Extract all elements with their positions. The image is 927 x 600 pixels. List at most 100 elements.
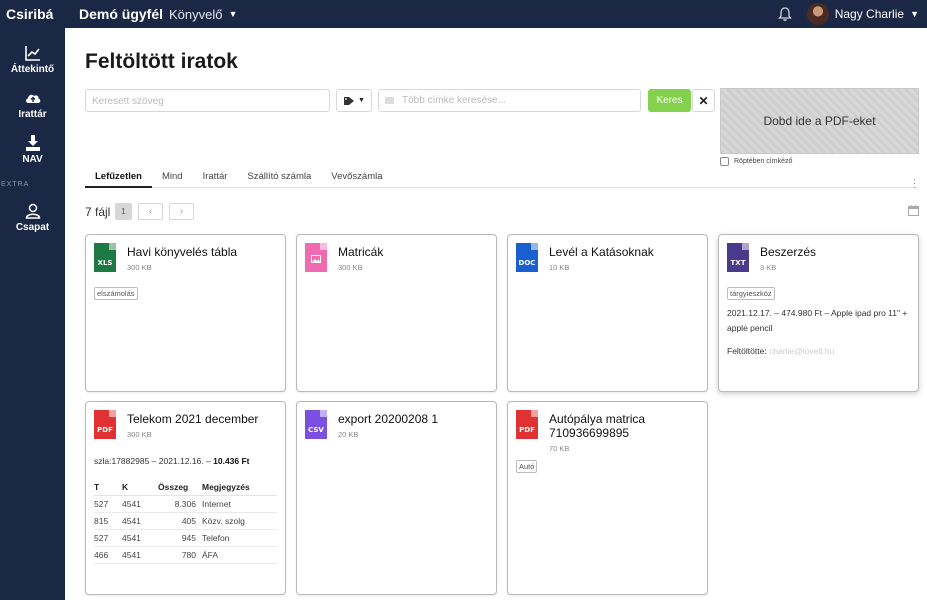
tag-badge[interactable]: tárgyieszköz	[727, 287, 775, 300]
file-title[interactable]: Telekom 2021 december	[127, 412, 259, 426]
file-title[interactable]: Matricák	[338, 245, 384, 259]
column-header: Megjegyzés	[202, 479, 277, 496]
sidebar-item-label: Irattár	[18, 109, 47, 120]
tags-placeholder: Több címke keresése...	[402, 95, 506, 106]
file-card[interactable]: DOC Levél a Katásoknak 10 KB	[507, 234, 708, 392]
calendar-icon[interactable]	[908, 205, 919, 216]
table-cell: Internet	[202, 495, 277, 513]
fly-tagger-toggle[interactable]: Röptében címkéző	[720, 157, 792, 166]
csv-file-icon: CSV	[305, 410, 327, 439]
file-card[interactable]: CSV export 20200208 1 20 KB	[296, 401, 497, 595]
pdf-file-icon: PDF	[516, 410, 538, 439]
brand-logo[interactable]: Csiribá	[6, 6, 54, 22]
chevron-down-icon[interactable]: ▼	[910, 9, 919, 19]
table-cell: 4541	[122, 495, 158, 513]
table-row: 466 4541 780 ÁFA	[94, 546, 277, 564]
pdf-dropzone[interactable]: Dobd ide a PDF-eket	[720, 88, 919, 154]
file-card[interactable]: TXT Beszerzés 3 KB tárgyieszköz 2021.12.…	[718, 234, 919, 392]
column-header: Összeg	[158, 479, 202, 496]
chart-icon	[24, 46, 40, 61]
chevron-down-icon[interactable]: ▼	[228, 9, 238, 19]
tag-icon	[385, 97, 394, 104]
table-cell: Közv. szolg	[202, 512, 277, 530]
table-row: 527 4541 945 Telefon	[94, 529, 277, 547]
uploader-line: Feltöltötte: charlie@lovelt.hu	[727, 344, 912, 359]
file-title[interactable]: Havi könyvelés tábla	[127, 245, 238, 259]
sidebar: Áttekintő Irattár NAV EXTRA Csapat	[0, 28, 65, 600]
file-size: 70 KB	[549, 444, 570, 453]
cloud-upload-icon	[25, 94, 40, 103]
image-file-icon	[305, 243, 327, 272]
table-cell: 466	[94, 546, 122, 564]
table-cell: 945	[158, 529, 202, 547]
tag-filter-button[interactable]: ▼	[336, 89, 372, 112]
uploader-label: Feltöltötte:	[727, 346, 767, 356]
file-title[interactable]: export 20200208 1	[338, 412, 439, 426]
doc-file-icon: DOC	[516, 243, 538, 272]
search-input[interactable]: Keresett szöveg	[85, 89, 330, 112]
clear-search-button[interactable]: ✕	[692, 89, 715, 112]
invoice-total: 10.436 Ft	[213, 456, 250, 466]
dropzone-text: Dobd ide a PDF-eket	[763, 114, 876, 128]
page-number-button[interactable]: 1	[115, 203, 132, 220]
table-cell: ÁFA	[202, 546, 277, 564]
booking-table: T K Összeg Megjegyzés 527 4541 8.306 Int…	[94, 479, 277, 564]
table-cell: 8.306	[158, 495, 202, 513]
table-cell: Telefon	[202, 529, 277, 547]
top-bar: Csiribá Demó ügyfél Könyvelő ▼ Nagy Char…	[0, 0, 927, 28]
client-name[interactable]: Demó ügyfél	[79, 6, 164, 22]
xls-file-icon: XLS	[94, 243, 116, 272]
tab-vevoszamla[interactable]: Vevőszámla	[331, 171, 383, 182]
file-title[interactable]: Levél a Katásoknak	[549, 245, 654, 259]
tab-szallito-szamla[interactable]: Szállító számla	[247, 171, 312, 182]
file-size: 300 KB	[127, 430, 152, 439]
sidebar-item-attekinto[interactable]: Áttekintő	[0, 44, 65, 75]
invoice-line: szla:17882985 – 2021.12.16. – 10.436 Ft	[94, 454, 279, 469]
table-cell: 405	[158, 512, 202, 530]
checkbox[interactable]	[720, 157, 729, 166]
chevron-down-icon: ▼	[358, 97, 365, 104]
tags-icon	[344, 96, 355, 105]
chevron-left-icon: ‹	[148, 206, 153, 217]
tags-search-input[interactable]: Több címke keresése...	[378, 89, 641, 112]
table-row: 815 4541 405 Közv. szolg	[94, 512, 277, 530]
table-row: 527 4541 8.306 Internet	[94, 495, 277, 513]
prev-page-button[interactable]: ‹	[138, 203, 163, 220]
avatar[interactable]	[806, 3, 829, 25]
tag-badge[interactable]: Autó	[516, 460, 538, 473]
client-role[interactable]: Könyvelő	[169, 6, 223, 22]
table-cell: 4541	[122, 529, 158, 547]
user-name[interactable]: Nagy Charlie	[834, 7, 905, 21]
file-size: 300 KB	[338, 263, 363, 272]
file-title[interactable]: Beszerzés	[760, 245, 817, 259]
tab-lefuzetlen[interactable]: Lefűzetlen	[85, 165, 152, 188]
sidebar-item-csapat[interactable]: Csapat	[0, 202, 65, 233]
file-count: 7 fájl	[85, 205, 111, 219]
more-options-icon[interactable]: · · ·	[913, 174, 917, 193]
file-note: 2021.12.17. – 474.980 Ft – Apple ipad pr…	[727, 308, 908, 333]
table-cell: 527	[94, 529, 122, 547]
file-title[interactable]: Autópálya matrica 710936699895	[549, 412, 646, 440]
uploader-email[interactable]: charlie@lovelt.hu	[769, 346, 835, 356]
table-header-row: T K Összeg Megjegyzés	[94, 479, 277, 496]
next-page-button[interactable]: ›	[169, 203, 194, 220]
file-card[interactable]: XLS Havi könyvelés tábla 300 KB elszámol…	[85, 234, 286, 392]
file-card[interactable]: PDF Autópálya matrica 710936699895 70 KB…	[507, 401, 708, 595]
download-icon	[25, 135, 40, 151]
file-size: 10 KB	[549, 263, 570, 272]
file-size: 3 KB	[760, 263, 777, 272]
user-icon	[25, 203, 40, 219]
search-button[interactable]: Keres	[648, 89, 691, 112]
tag-badge[interactable]: elszámolás	[94, 287, 138, 300]
sidebar-item-nav[interactable]: NAV	[0, 134, 65, 165]
table-cell: 527	[94, 495, 122, 513]
sidebar-item-irattar[interactable]: Irattár	[0, 89, 65, 120]
page-title: Feltöltött iratok	[85, 50, 238, 73]
tab-irattar[interactable]: Irattár	[202, 171, 228, 182]
file-card[interactable]: PDF Telekom 2021 december 300 KB szla:17…	[85, 401, 286, 595]
tab-mind[interactable]: Mind	[161, 171, 183, 182]
tab-bar: Lefűzetlen Mind Irattár Szállító számla …	[85, 165, 917, 188]
file-card[interactable]: Matricák 300 KB	[296, 234, 497, 392]
column-header: K	[122, 479, 158, 496]
bell-icon[interactable]	[777, 6, 793, 22]
